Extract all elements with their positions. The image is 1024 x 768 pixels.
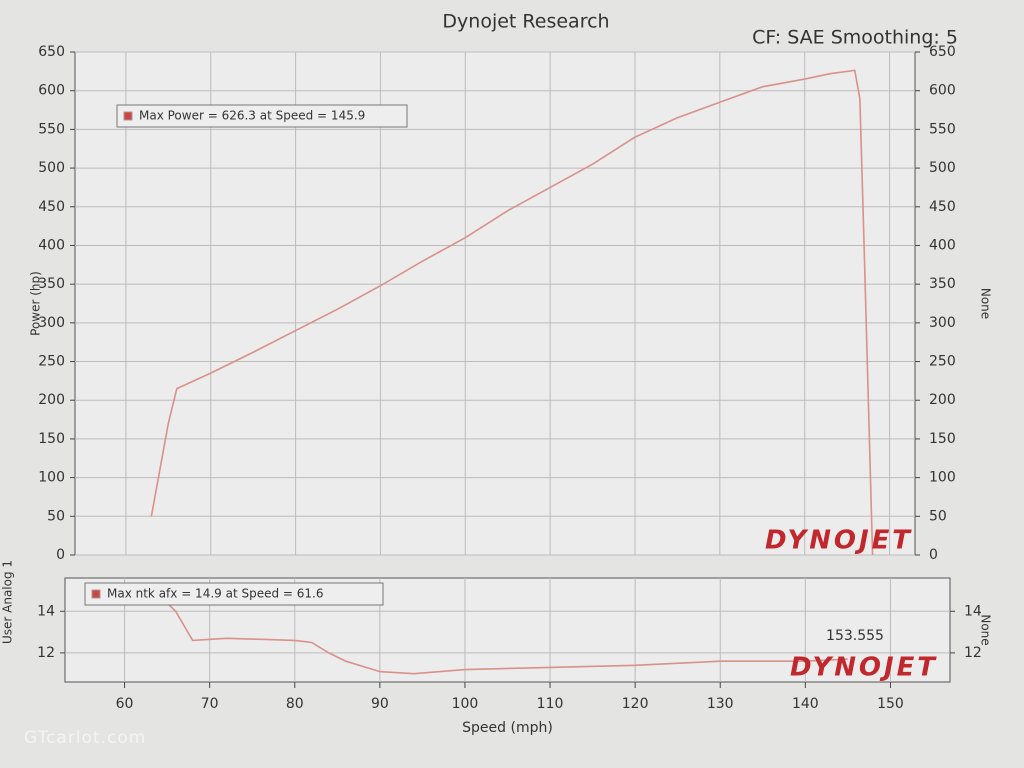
- y-tick-label: 650: [38, 44, 65, 60]
- x-tick-label: 120: [622, 696, 649, 712]
- x-tick-label: 90: [371, 696, 389, 712]
- y2-tick-label: 12: [964, 645, 982, 661]
- y2-tick-label: 200: [929, 392, 956, 408]
- y-tick-label: 450: [38, 199, 65, 215]
- y-tick-label: 550: [38, 121, 65, 137]
- x-tick-label: 60: [116, 696, 134, 712]
- x-tick-label: 130: [707, 696, 734, 712]
- y-tick-label: 300: [38, 315, 65, 331]
- y2-tick-label: 500: [929, 160, 956, 176]
- logo: DYNOJET: [765, 526, 912, 556]
- x-axis-label: Speed (mph): [462, 720, 553, 736]
- legend-box: [84, 582, 384, 606]
- y2-tick-label: 250: [929, 354, 956, 370]
- y-tick-label: 500: [38, 160, 65, 176]
- y-tick-label: 50: [47, 508, 65, 524]
- y-tick-label: 100: [38, 470, 65, 486]
- x-tick-label: 70: [201, 696, 219, 712]
- logo: DYNOJET: [790, 653, 937, 683]
- y-tick-label: 12: [37, 645, 55, 661]
- data-line: [138, 591, 848, 675]
- y-tick-label: 400: [38, 237, 65, 253]
- x-tick-label: 150: [877, 696, 904, 712]
- y2-tick-label: 300: [929, 315, 956, 331]
- legend-swatch: [123, 111, 133, 121]
- y-axis-label: Power (hp): [29, 271, 43, 336]
- y2-tick-label: 450: [929, 199, 956, 215]
- y2-tick-label: 14: [964, 603, 982, 619]
- y2-tick-label: 400: [929, 237, 956, 253]
- y-axis-label: User Analog 1: [1, 560, 15, 644]
- chart-title: Dynojet Research: [442, 11, 609, 33]
- y2-tick-label: 50: [929, 508, 947, 524]
- y-tick-label: 250: [38, 354, 65, 370]
- y2-tick-label: 550: [929, 121, 956, 137]
- y2-tick-label: 0: [929, 547, 938, 563]
- y2-tick-label: 350: [929, 276, 956, 292]
- y-tick-label: 0: [56, 547, 65, 563]
- x-tick-label: 140: [792, 696, 819, 712]
- data-line: [150, 69, 874, 556]
- y2-tick-label: 650: [929, 44, 956, 60]
- y2-axis-label: None: [979, 288, 993, 319]
- watermark: GTcarlot.com: [24, 728, 146, 748]
- x-tick-label: 110: [537, 696, 564, 712]
- x-tick-label: 80: [286, 696, 304, 712]
- y2-tick-label: 100: [929, 470, 956, 486]
- y-tick-label: 14: [37, 603, 55, 619]
- y-tick-label: 600: [38, 83, 65, 99]
- y-tick-label: 150: [38, 431, 65, 447]
- y2-tick-label: 150: [929, 431, 956, 447]
- annotation: 153.555: [826, 628, 884, 644]
- y2-axis-label: None: [979, 614, 993, 645]
- chart-subtitle: CF: SAE Smoothing: 5: [752, 27, 958, 49]
- legend-box: [116, 104, 408, 128]
- y-tick-label: 200: [38, 392, 65, 408]
- legend-text: Max Power = 626.3 at Speed = 145.9: [139, 109, 365, 123]
- legend-text: Max ntk afx = 14.9 at Speed = 61.6: [107, 587, 324, 601]
- plot-area: [74, 51, 916, 556]
- x-tick-label: 100: [452, 696, 479, 712]
- legend-swatch: [91, 589, 101, 599]
- y2-tick-label: 600: [929, 83, 956, 99]
- y-tick-label: 350: [38, 276, 65, 292]
